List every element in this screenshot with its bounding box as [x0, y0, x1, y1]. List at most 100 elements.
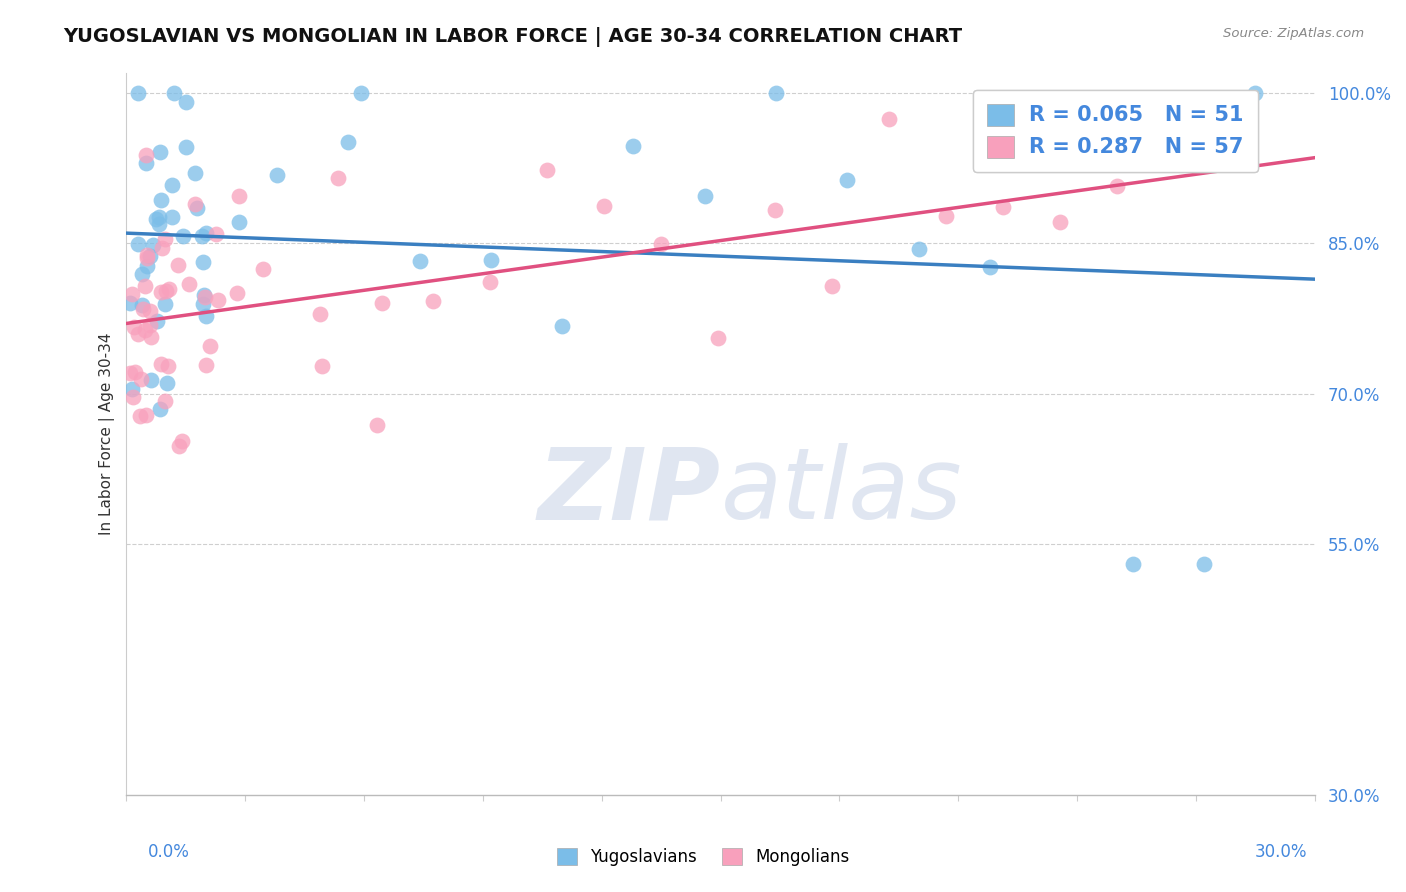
Point — [132, 301, 155, 316]
Point — [1049, 215, 1071, 229]
Point — [765, 86, 787, 100]
Point — [174, 95, 197, 109]
Point — [127, 326, 149, 341]
Point — [148, 210, 170, 224]
Point — [650, 237, 672, 252]
Text: YUGOSLAVIAN VS MONGOLIAN IN LABOR FORCE | AGE 30-34 CORRELATION CHART: YUGOSLAVIAN VS MONGOLIAN IN LABOR FORCE … — [63, 27, 962, 46]
Point — [191, 254, 214, 268]
Point — [184, 196, 207, 211]
Point — [156, 359, 179, 374]
Point — [1050, 144, 1073, 158]
Point — [167, 258, 190, 272]
Point — [308, 307, 330, 321]
Point — [1122, 557, 1144, 571]
Text: atlas: atlas — [721, 443, 962, 540]
Point — [337, 135, 360, 149]
Point — [150, 241, 173, 255]
Point — [138, 304, 160, 318]
Point — [536, 162, 558, 177]
Point — [1105, 179, 1128, 194]
Point — [149, 402, 172, 417]
Point — [155, 297, 177, 311]
Point — [160, 178, 183, 192]
Point — [135, 156, 157, 170]
Point — [191, 228, 214, 243]
Point — [311, 359, 333, 373]
Point — [1192, 557, 1215, 571]
Point — [194, 290, 217, 304]
Point — [163, 86, 186, 100]
Point — [145, 314, 167, 328]
Point — [148, 218, 170, 232]
Point — [131, 298, 153, 312]
Point — [129, 372, 152, 386]
Point — [907, 242, 929, 256]
Point — [177, 277, 200, 292]
Legend: R = 0.065   N = 51, R = 0.287   N = 57: R = 0.065 N = 51, R = 0.287 N = 57 — [973, 90, 1257, 172]
Point — [121, 382, 143, 396]
Point — [593, 199, 616, 213]
Point — [479, 252, 502, 267]
Point — [122, 319, 145, 334]
Point — [156, 376, 179, 390]
Point — [167, 439, 190, 453]
Point — [134, 279, 156, 293]
Point — [134, 323, 156, 337]
Point — [172, 434, 194, 448]
Point — [422, 293, 444, 308]
Point — [127, 86, 149, 100]
Point — [184, 166, 207, 180]
Point — [153, 394, 176, 409]
Point — [139, 330, 162, 344]
Point — [194, 358, 217, 372]
Point — [127, 237, 149, 252]
Point — [120, 366, 142, 380]
Point — [174, 140, 197, 154]
Point — [150, 357, 173, 371]
Point — [228, 189, 250, 203]
Point — [207, 293, 229, 307]
Point — [821, 278, 844, 293]
Point — [136, 259, 159, 273]
Point — [172, 228, 194, 243]
Point — [128, 409, 150, 423]
Point — [693, 188, 716, 202]
Point — [122, 390, 145, 404]
Point — [135, 148, 157, 162]
Point — [935, 210, 957, 224]
Point — [155, 284, 177, 298]
Point — [837, 172, 859, 186]
Point — [707, 331, 730, 345]
Point — [142, 238, 165, 252]
Point — [145, 212, 167, 227]
Text: ZIP: ZIP — [537, 443, 721, 540]
Point — [979, 260, 1001, 274]
Point — [149, 193, 172, 207]
Point — [124, 365, 146, 379]
Point — [371, 296, 394, 310]
Point — [228, 215, 250, 229]
Point — [991, 200, 1014, 214]
Point — [1244, 86, 1267, 100]
Text: 0.0%: 0.0% — [148, 843, 190, 861]
Point — [191, 297, 214, 311]
Point — [136, 251, 159, 265]
Point — [195, 226, 218, 240]
Point — [479, 275, 502, 289]
Point — [194, 309, 217, 323]
Point — [350, 86, 373, 100]
Text: 30.0%: 30.0% — [1256, 843, 1308, 861]
Point — [551, 319, 574, 334]
Point — [135, 409, 157, 423]
Point — [193, 287, 215, 301]
Point — [225, 286, 247, 301]
Point — [252, 262, 274, 277]
Point — [623, 138, 645, 153]
Point — [204, 227, 226, 241]
Point — [149, 285, 172, 299]
Point — [408, 254, 430, 268]
Point — [186, 202, 208, 216]
Point — [120, 295, 142, 310]
Point — [160, 210, 183, 224]
Point — [149, 145, 172, 160]
